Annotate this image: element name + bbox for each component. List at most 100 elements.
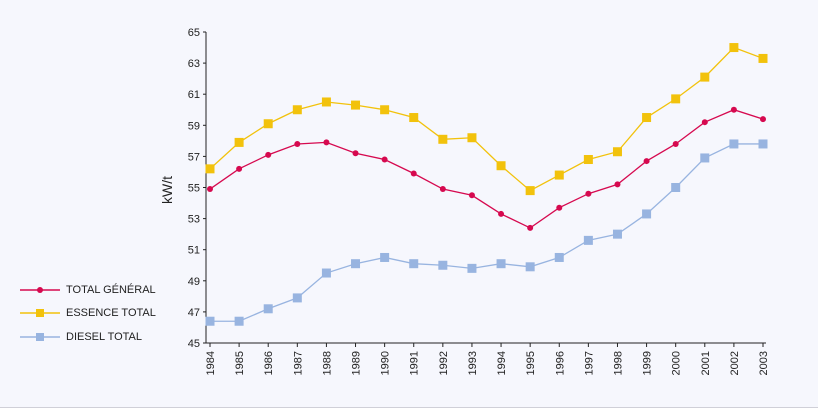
series-line-1 [209, 46, 764, 192]
y-tick-label: 59 [188, 120, 200, 132]
legend-item-diesel-total: DIESEL TOTAL [20, 331, 142, 343]
data-point [321, 97, 331, 107]
y-tick-label: 47 [188, 307, 200, 319]
x-tick-label: 1991 [409, 351, 421, 375]
data-point [236, 165, 243, 172]
data-point [758, 139, 768, 149]
y-tick-label: 61 [188, 89, 200, 101]
y-tick-label: 53 [188, 214, 200, 226]
data-point [758, 53, 768, 63]
x-tick-label: 1987 [292, 351, 304, 375]
legend-item-total-general: TOTAL GÉNÉRAL [20, 284, 156, 296]
x-tick-label: 1999 [642, 351, 654, 375]
series-line-0 [209, 109, 764, 229]
x-tick-label: 1995 [525, 351, 537, 375]
data-point [554, 252, 564, 262]
data-point [439, 186, 446, 193]
data-point [234, 137, 244, 147]
data-point [700, 153, 710, 163]
data-point [321, 268, 331, 278]
data-point [671, 94, 681, 104]
data-point [525, 186, 535, 196]
data-point [438, 260, 448, 270]
data-point [438, 134, 448, 144]
data-point [380, 252, 390, 262]
x-tick-label: 1986 [263, 351, 275, 375]
x-tick-label: 2001 [700, 351, 712, 375]
series-line-2 [210, 143, 763, 322]
y-tick-label: 63 [188, 58, 200, 70]
data-point [265, 151, 272, 158]
x-tick-label: 1989 [351, 351, 363, 375]
data-point [614, 181, 621, 188]
legend-label: TOTAL GÉNÉRAL [66, 284, 156, 296]
x-tick-label: 1985 [234, 351, 246, 375]
x-tick-label: 1984 [205, 351, 217, 375]
data-point [496, 161, 506, 171]
y-tick-label: 51 [188, 245, 200, 257]
data-point [292, 293, 302, 303]
data-point [380, 105, 390, 115]
data-point [760, 116, 766, 123]
data-point [381, 156, 388, 163]
legend-item-essence-total: ESSENCE TOTAL [20, 307, 156, 319]
x-tick-label: 1996 [554, 351, 566, 375]
legend-marker-square-icon [20, 333, 60, 341]
legend-marker-circle-icon [20, 287, 60, 293]
legend-marker-square-icon [20, 309, 60, 317]
data-point [672, 140, 679, 147]
data-point [467, 263, 477, 273]
data-point [351, 259, 361, 269]
data-point [263, 119, 273, 129]
legend-label: ESSENCE TOTAL [66, 307, 156, 319]
x-tick-label: 1998 [612, 351, 624, 375]
x-tick-label: 1990 [380, 351, 392, 375]
data-point [468, 192, 475, 199]
y-axis-label: kW/t [159, 176, 175, 204]
data-point [583, 155, 593, 165]
x-tick-label: 1997 [583, 351, 595, 375]
x-tick-label: 2003 [758, 351, 770, 375]
data-point [585, 190, 592, 197]
x-tick-label: 2002 [729, 351, 741, 375]
legend-label: DIESEL TOTAL [66, 331, 143, 343]
data-point [205, 164, 215, 174]
x-tick-label: 1988 [321, 351, 333, 375]
data-point [730, 106, 737, 113]
y-tick-label: 45 [188, 338, 200, 350]
data-point [323, 139, 330, 146]
data-point [729, 139, 739, 149]
data-point [205, 316, 215, 326]
x-tick-label: 1993 [467, 351, 479, 375]
data-point [642, 209, 652, 219]
data-point [525, 262, 535, 272]
data-point [671, 183, 681, 192]
data-point [642, 113, 652, 123]
data-point [467, 133, 477, 143]
data-point [294, 140, 301, 147]
x-tick-label: 1992 [438, 351, 450, 375]
data-point [729, 43, 739, 53]
data-point [701, 119, 708, 126]
data-point [556, 204, 563, 211]
data-point [612, 147, 622, 157]
data-point [263, 304, 273, 314]
data-point [583, 235, 593, 245]
y-tick-label: 65 [188, 27, 200, 39]
data-point [409, 259, 419, 269]
data-point [234, 316, 244, 326]
data-point [410, 170, 417, 177]
x-tick-label: 2000 [671, 351, 683, 375]
data-point [498, 210, 505, 217]
data-point [292, 105, 302, 115]
data-point [352, 150, 359, 157]
data-point [643, 158, 650, 165]
x-tick-label: 1994 [496, 351, 508, 375]
y-tick-label: 49 [188, 276, 200, 288]
data-point [700, 72, 710, 82]
data-point [554, 170, 564, 180]
data-point [351, 100, 361, 110]
data-point [527, 224, 534, 231]
